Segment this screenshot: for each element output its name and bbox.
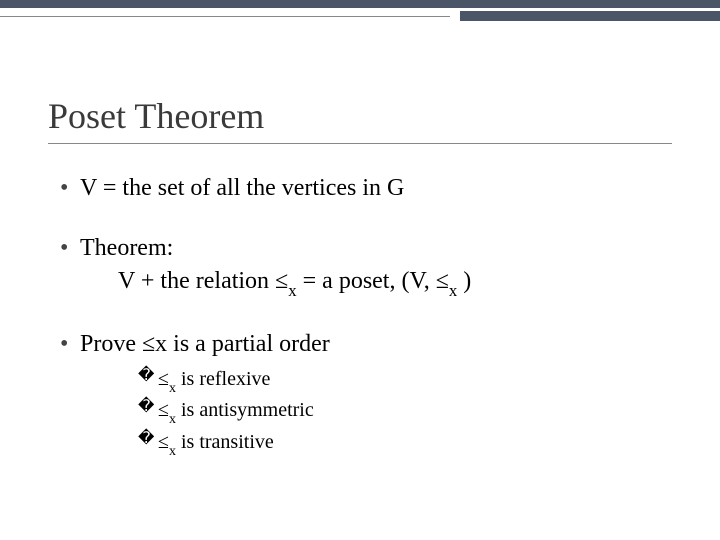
theorem-body: V + the relation ≤x = a poset, (V, ≤x ): [80, 265, 672, 300]
sub-list: ≤x is reflexive ≤x is antisymmetric ≤x i…: [80, 365, 672, 460]
sub-post: is reflexive: [176, 368, 270, 390]
bullet-item-1: V = the set of all the vertices in G: [60, 172, 672, 204]
theorem-sub2: x: [449, 281, 457, 300]
sub-pre: ≤: [158, 399, 169, 421]
theorem-sub1: x: [288, 281, 296, 300]
divider-line: [0, 16, 450, 17]
sub-pre: ≤: [158, 368, 169, 390]
sub-subscript: x: [169, 412, 176, 427]
sub-post: is transitive: [176, 431, 274, 453]
bullet-item-3: Prove ≤x is a partial order ≤x is reflex…: [60, 328, 672, 459]
theorem-post: ): [457, 268, 471, 294]
sub-pre: ≤: [158, 431, 169, 453]
bullet-text: V = the set of all the vertices in G: [80, 175, 404, 201]
divider-row: [0, 11, 720, 21]
sub-item-reflexive: ≤x is reflexive: [138, 365, 672, 397]
sub-item-transitive: ≤x is transitive: [138, 428, 672, 460]
bullet-item-2: Theorem: V + the relation ≤x = a poset, …: [60, 232, 672, 300]
bullet-list: V = the set of all the vertices in G The…: [48, 172, 672, 459]
top-accent-bar: [0, 0, 720, 30]
sub-subscript: x: [169, 444, 176, 459]
sub-item-antisymmetric: ≤x is antisymmetric: [138, 396, 672, 428]
slide-content: Poset Theorem V = the set of all the ver…: [48, 95, 672, 465]
slide-title: Poset Theorem: [48, 95, 672, 144]
theorem-mid: = a poset, (V, ≤: [297, 268, 449, 294]
bullet-text: Prove ≤x is a partial order: [80, 331, 330, 357]
theorem-pre: V + the relation ≤: [118, 268, 288, 294]
divider-box: [460, 11, 720, 21]
sub-subscript: x: [169, 381, 176, 396]
top-stripe: [0, 0, 720, 8]
sub-post: is antisymmetric: [176, 399, 314, 421]
bullet-lead: Theorem:: [80, 235, 173, 261]
